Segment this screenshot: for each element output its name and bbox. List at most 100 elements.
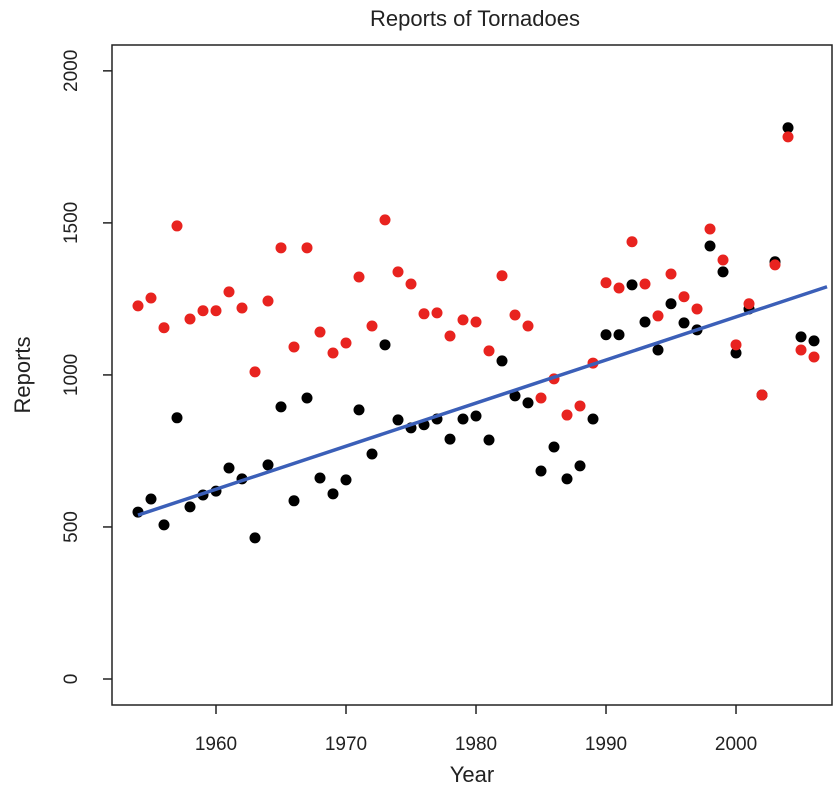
- point: [652, 310, 664, 322]
- point: [197, 305, 209, 317]
- point: [626, 236, 638, 248]
- point: [288, 341, 300, 353]
- point: [405, 278, 417, 290]
- point: [561, 409, 573, 421]
- x-tick-label: 1990: [585, 734, 627, 755]
- point: [171, 220, 183, 232]
- y-axis-label: Reports: [10, 336, 35, 413]
- point: [327, 488, 339, 500]
- point: [483, 345, 495, 357]
- point: [171, 412, 183, 424]
- point: [184, 313, 196, 325]
- point: [704, 223, 716, 235]
- point: [730, 347, 742, 359]
- point: [574, 460, 586, 472]
- point: [769, 259, 781, 271]
- point: [145, 493, 157, 505]
- point: [600, 277, 612, 289]
- point: [470, 316, 482, 328]
- point: [808, 351, 820, 363]
- point: [639, 278, 651, 290]
- chart-title: Reports of Tornadoes: [370, 6, 580, 31]
- y-tick-label: 500: [61, 511, 82, 543]
- point: [496, 270, 508, 282]
- point: [275, 401, 287, 413]
- point: [340, 337, 352, 349]
- x-tick-label: 1960: [195, 734, 237, 755]
- point: [418, 308, 430, 320]
- point: [613, 329, 625, 341]
- point: [743, 298, 755, 310]
- point: [678, 291, 690, 303]
- point: [678, 317, 690, 329]
- point: [249, 366, 261, 378]
- point: [483, 434, 495, 446]
- point: [444, 330, 456, 342]
- point: [262, 295, 274, 307]
- point: [574, 400, 586, 412]
- point: [457, 413, 469, 425]
- point: [444, 433, 456, 445]
- point: [431, 307, 443, 319]
- x-tick-label: 2000: [715, 734, 757, 755]
- point: [301, 242, 313, 254]
- y-tick-label: 2000: [61, 50, 82, 92]
- point: [613, 282, 625, 294]
- point: [652, 344, 664, 356]
- point: [535, 465, 547, 477]
- point: [561, 473, 573, 485]
- point: [587, 413, 599, 425]
- point: [665, 298, 677, 310]
- x-axis-label: Year: [450, 762, 494, 787]
- point: [756, 389, 768, 401]
- point: [626, 279, 638, 291]
- point: [158, 322, 170, 334]
- point: [249, 532, 261, 544]
- point: [509, 309, 521, 321]
- trend-line: [137, 285, 828, 517]
- point: [639, 316, 651, 328]
- point: [392, 266, 404, 278]
- point: [184, 501, 196, 513]
- point: [158, 519, 170, 531]
- point: [717, 266, 729, 278]
- point: [717, 254, 729, 266]
- point: [600, 329, 612, 341]
- point: [392, 414, 404, 426]
- point: [301, 392, 313, 404]
- point: [665, 268, 677, 280]
- point: [314, 326, 326, 338]
- point: [535, 392, 547, 404]
- point: [795, 331, 807, 343]
- point: [145, 292, 157, 304]
- point: [327, 347, 339, 359]
- point: [353, 404, 365, 416]
- point: [548, 441, 560, 453]
- point: [522, 320, 534, 332]
- y-tick-label: 0: [61, 674, 82, 685]
- point: [379, 339, 391, 351]
- point: [509, 390, 521, 402]
- point: [782, 122, 794, 134]
- point: [132, 300, 144, 312]
- point: [340, 474, 352, 486]
- x-tick-label: 1980: [455, 734, 497, 755]
- point: [210, 305, 222, 317]
- point: [496, 355, 508, 367]
- point: [808, 335, 820, 347]
- point: [470, 410, 482, 422]
- point: [457, 314, 469, 326]
- point: [314, 472, 326, 484]
- point: [782, 131, 794, 143]
- point: [275, 242, 287, 254]
- x-tick-label: 1970: [325, 734, 367, 755]
- point: [353, 271, 365, 283]
- point: [262, 459, 274, 471]
- point: [795, 344, 807, 356]
- point: [379, 214, 391, 226]
- plot-frame: [111, 44, 833, 706]
- y-tick-label: 1500: [61, 202, 82, 244]
- point: [288, 495, 300, 507]
- point: [691, 303, 703, 315]
